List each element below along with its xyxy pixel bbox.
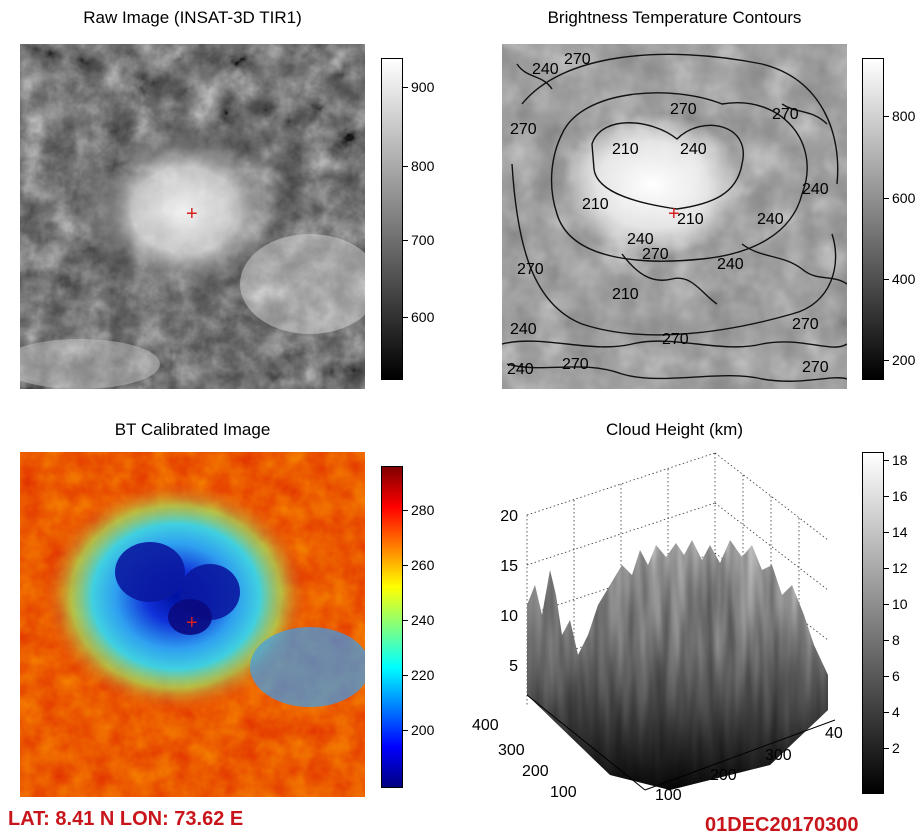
z-tick: 5 (509, 658, 518, 675)
center-marker: + (668, 203, 680, 225)
colorbar-tick: 14 (884, 524, 908, 540)
colorbar-tick: 200 (402, 722, 435, 738)
x-tick: 40 (825, 725, 843, 742)
colorbar-tick: 800 (402, 158, 435, 174)
contour-label: 210 (612, 286, 639, 303)
colorbar-tick: 8 (884, 632, 900, 648)
colorbar-tick: 700 (402, 232, 435, 248)
contour-label: 240 (757, 211, 784, 228)
colorbar-tick: 220 (402, 667, 435, 683)
contour-label: 270 (792, 316, 819, 333)
bt-colorbar (381, 466, 403, 788)
datetime-label: 01DEC20170300 (705, 814, 859, 836)
contour-label: 270 (517, 261, 544, 278)
colorbar-tick: 800 (883, 108, 916, 124)
contour-label: 270 (562, 356, 589, 373)
contour-label: 270 (510, 121, 537, 138)
x-tick: 200 (710, 767, 737, 784)
y-tick: 300 (498, 742, 525, 759)
contour-label: 210 (612, 141, 639, 158)
z-tick: 15 (500, 558, 518, 575)
colorbar-tick: 900 (402, 79, 435, 95)
bt-panel: + (20, 452, 365, 797)
colorbar-tick: 18 (884, 452, 908, 468)
colorbar-tick: 4 (884, 704, 900, 720)
cloud-height-surface (527, 540, 828, 790)
center-marker: + (186, 612, 198, 634)
x-tick: 100 (655, 787, 682, 800)
contour-label: 270 (564, 51, 591, 68)
colorbar-tick: 16 (884, 488, 908, 504)
contour-label: 240 (717, 256, 744, 273)
contour-label: 270 (802, 359, 829, 376)
contour-label: 240 (507, 361, 534, 378)
contour-panel: 240 270 270 270 210 240 270 210 210 240 … (502, 44, 847, 389)
contour-label: 240 (627, 231, 654, 248)
colorbar-tick: 2 (884, 740, 900, 756)
contour-label: 210 (582, 196, 609, 213)
contour-label: 270 (642, 246, 669, 263)
contour-label: 240 (680, 141, 707, 158)
colorbar-tick: 10 (884, 596, 908, 612)
contour-label: 270 (670, 101, 697, 118)
contour-label: 240 (510, 321, 537, 338)
y-tick: 200 (522, 763, 549, 780)
y-tick: 400 (472, 717, 499, 734)
x-tick: 300 (765, 747, 792, 764)
z-tick: 20 (500, 508, 518, 525)
colorbar-tick: 280 (402, 502, 435, 518)
y-tick: 100 (550, 784, 577, 800)
contour-colorbar (862, 58, 884, 380)
center-marker: + (186, 203, 198, 225)
colorbar-tick: 6 (884, 668, 900, 684)
bt-title: BT Calibrated Image (114, 420, 271, 439)
colorbar-tick: 400 (883, 271, 916, 287)
raw-image-panel: + (20, 44, 365, 389)
colorbar-tick: 600 (402, 309, 435, 325)
cloud-height-panel: 20 15 10 5 400 300 200 100 100 200 300 4… (470, 445, 855, 800)
contour-label: 240 (532, 61, 559, 78)
contour-title: Brightness Temperature Contours (547, 8, 802, 27)
contour-label: 240 (802, 181, 829, 198)
raw-image-colorbar (381, 58, 403, 380)
contour-label: 270 (772, 106, 799, 123)
cloud-height-colorbar (862, 452, 884, 794)
cloud-height-title: Cloud Height (km) (606, 420, 743, 439)
colorbar-tick: 240 (402, 612, 435, 628)
colorbar-tick: 260 (402, 557, 435, 573)
z-tick: 10 (500, 608, 518, 625)
latlon-label: LAT: 8.41 N LON: 73.62 E (8, 808, 244, 830)
contour-label: 270 (662, 331, 689, 348)
raw-image-title: Raw Image (INSAT-3D TIR1) (83, 8, 302, 27)
colorbar-tick: 12 (884, 560, 908, 576)
contour-label: 210 (677, 211, 704, 228)
colorbar-tick: 200 (883, 352, 916, 368)
colorbar-tick: 600 (883, 190, 916, 206)
